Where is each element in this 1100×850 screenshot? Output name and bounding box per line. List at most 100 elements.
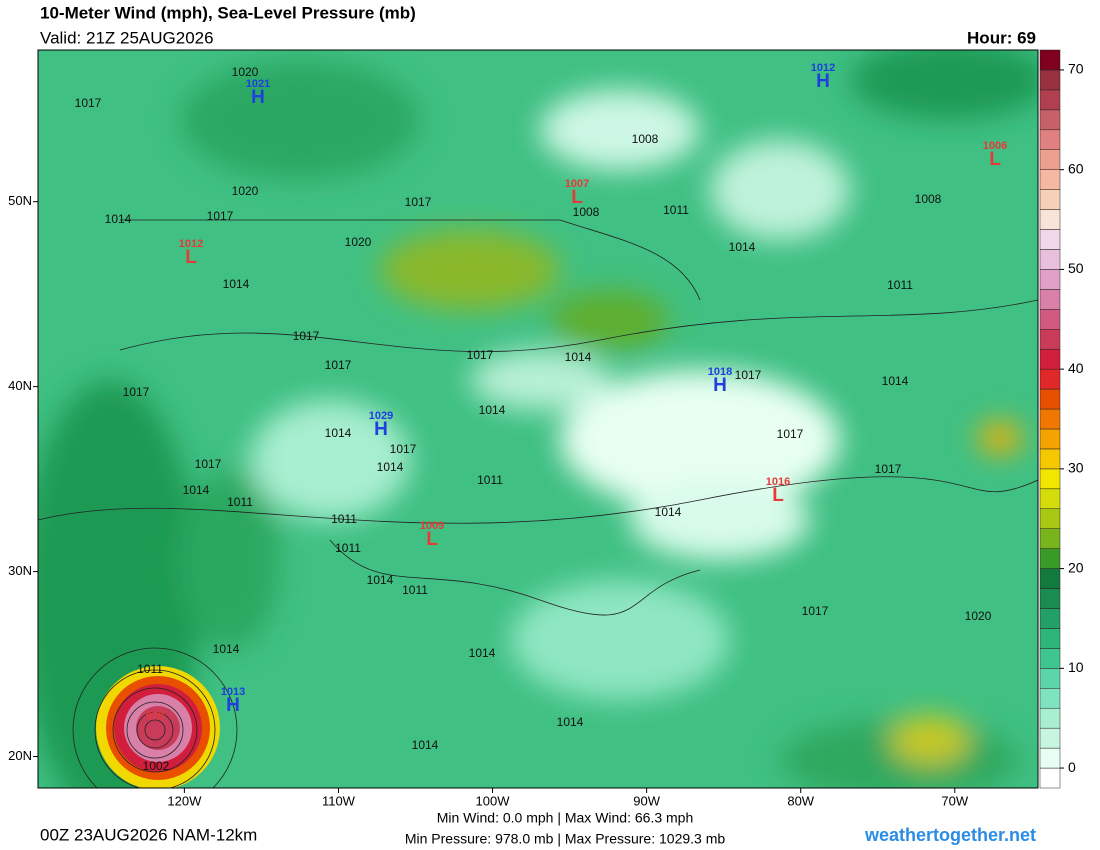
isobar-label: 1014 (223, 277, 250, 291)
colorbar-label: 40 (1068, 360, 1084, 376)
isobar-label: 1008 (632, 132, 659, 146)
colorbar-label: 50 (1068, 260, 1084, 276)
center-pressure: 1007 (565, 178, 589, 190)
isobar-label: 1017 (875, 462, 902, 476)
colorbar-bin (1039, 588, 1061, 609)
colorbar-bin (1039, 109, 1061, 131)
isobar-label: 1017 (405, 195, 432, 209)
center-pressure: 1009 (420, 520, 444, 532)
isobar-label: 1014 (105, 212, 132, 226)
colorbar-bin (1039, 249, 1061, 270)
center-letter: H (816, 71, 830, 92)
colorbar-bin (1039, 209, 1061, 230)
isobar-label: 1011 (137, 662, 163, 676)
colorbar-label: 0 (1068, 759, 1076, 775)
colorbar-bin (1039, 149, 1061, 170)
lat-label: 30N (8, 563, 32, 578)
model-run: 00Z 23AUG2026 NAM-12km (40, 825, 257, 844)
lat-label: 20N (8, 748, 32, 763)
isobar-label: 1020 (232, 184, 259, 198)
colorbar-bin (1039, 668, 1061, 689)
colorbar-bin (1039, 129, 1061, 150)
colorbar-label: 70 (1068, 61, 1084, 77)
isobar-label: 1014 (325, 426, 352, 440)
center-letter: L (571, 187, 583, 208)
isobar-label: 1020 (232, 65, 259, 79)
colorbar-bin (1039, 269, 1061, 290)
isobar-label: 1020 (345, 235, 372, 249)
center-letter: H (226, 695, 240, 716)
isobar-label: 1011 (335, 541, 361, 555)
colorbar-bin (1039, 49, 1061, 71)
isobar-label: 1002 (143, 759, 170, 773)
colorbar-bin (1039, 648, 1061, 669)
isobar-label: 1017 (325, 358, 352, 372)
lon-label: 110W (322, 793, 356, 808)
isobar-label: 1017 (123, 385, 150, 399)
isobar-label: 1017 (777, 427, 804, 441)
colorbar-bin (1039, 408, 1061, 430)
isobar-label: 1014 (412, 738, 439, 752)
colorbar-bin (1039, 328, 1061, 350)
title: 10-Meter Wind (mph), Sea-Level Pressure … (40, 3, 416, 22)
forecast-hour: Hour: 69 (967, 28, 1036, 47)
colorbar-bin (1039, 448, 1061, 470)
center-letter: L (772, 485, 784, 506)
center-letter: H (374, 419, 388, 440)
isobar-label: 1011 (331, 512, 357, 526)
colorbar-bin (1039, 568, 1061, 589)
isobar-label: 1011 (663, 203, 689, 217)
isobar-label: 1008 (915, 192, 942, 206)
center-pressure: 1016 (766, 476, 790, 488)
colorbar-bin (1039, 309, 1061, 330)
colorbar-label: 60 (1068, 160, 1084, 176)
colorbar-bin (1039, 89, 1061, 111)
isobar-label: 1017 (75, 96, 102, 110)
colorbar-bin (1039, 767, 1061, 789)
isobar-label: 1017 (207, 209, 234, 223)
colorbar-bin (1039, 169, 1061, 190)
isobar-label: 1011 (887, 278, 913, 292)
isobar-label: 1017 (467, 348, 494, 362)
isobar-label: 1014 (565, 350, 592, 364)
center-pressure: 1018 (708, 366, 732, 378)
isobar-label: 1014 (882, 374, 909, 388)
center-pressure: 978 (146, 710, 164, 722)
isobar-label: 1011 (477, 473, 503, 487)
center-pressure: 1021 (246, 78, 270, 90)
wind-range: Min Wind: 0.0 mph | Max Wind: 66.3 mph (437, 810, 694, 826)
center-pressure: 1006 (983, 140, 1007, 152)
center-letter: L (426, 529, 438, 550)
isobar-label: 1014 (655, 505, 682, 519)
colorbar-bin (1039, 688, 1061, 709)
isobar-label: 1014 (367, 573, 394, 587)
center-pressure: 1012 (811, 62, 835, 74)
colorbar-bin (1039, 368, 1061, 390)
isobar-label: 1014 (183, 483, 210, 497)
colorbar-bin (1039, 348, 1061, 370)
map-field (38, 50, 1038, 788)
colorbar-bin (1039, 608, 1061, 629)
colorbar-bin (1039, 189, 1061, 210)
colorbar-bin (1039, 628, 1061, 649)
colorbar-bin (1039, 508, 1061, 529)
lon-label: 90W (633, 793, 660, 808)
isobar-label: 1014 (469, 646, 496, 660)
isobar-label: 1014 (729, 240, 756, 254)
colorbar-bin (1039, 707, 1061, 729)
colorbar-label: 30 (1068, 460, 1084, 476)
lat-label: 40N (8, 378, 32, 393)
colorbar-bin (1039, 548, 1061, 569)
colorbar-bin (1039, 528, 1061, 549)
center-pressure: 1013 (221, 686, 245, 698)
lon-label: 70W (941, 793, 968, 808)
lon-label: 120W (167, 793, 202, 808)
isobar-label: 1011 (402, 583, 428, 597)
colorbar-label: 20 (1068, 559, 1084, 575)
colorbar-bin (1039, 388, 1061, 410)
isobar-label: 1017 (390, 442, 417, 456)
center-pressure: 1029 (369, 410, 393, 422)
colorbar-label: 10 (1068, 659, 1084, 675)
